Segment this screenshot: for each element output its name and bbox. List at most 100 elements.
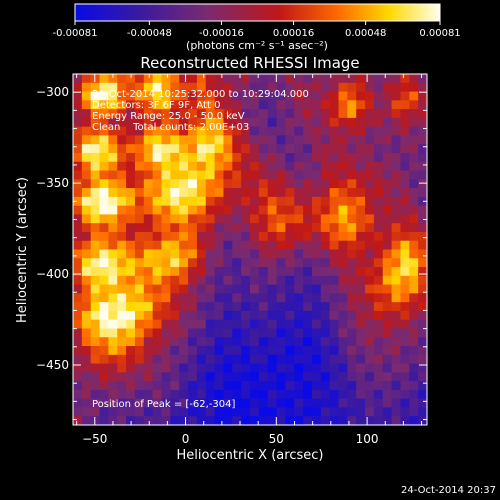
heatmap-cell <box>143 302 154 312</box>
heatmap-cell <box>196 310 207 321</box>
heatmap-cell <box>311 319 322 330</box>
heatmap-cell <box>391 231 402 242</box>
heatmap-cell <box>143 293 154 303</box>
heatmap-cell <box>232 249 242 259</box>
heatmap-cell <box>391 302 402 312</box>
heatmap-cell <box>276 275 286 286</box>
heatmap-cell <box>320 117 331 128</box>
heatmap-cell <box>303 302 313 312</box>
heatmap-cell <box>365 258 375 268</box>
heatmap-cell <box>320 275 331 286</box>
heatmap-cell <box>409 231 419 242</box>
heatmap-cell <box>365 231 375 242</box>
heatmap-cell <box>170 152 180 163</box>
heatmap-cell <box>170 319 180 330</box>
heatmap-cell <box>365 144 375 154</box>
heatmap-cell <box>205 328 216 338</box>
heatmap-cell <box>117 126 127 137</box>
heatmap-cell <box>179 389 189 400</box>
heatmap-cell <box>179 188 189 198</box>
heatmap-cell <box>188 152 198 163</box>
heatmap-cell <box>365 179 375 189</box>
colorbar-tick-label: -0.00016 <box>199 28 244 39</box>
heatmap-cell <box>409 152 419 163</box>
heatmap-cell <box>126 337 136 347</box>
heatmap-cell <box>373 188 384 198</box>
heatmap-cell <box>214 161 225 172</box>
heatmap-cell <box>250 267 260 277</box>
heatmap-cell <box>356 240 366 251</box>
heatmap-cell <box>311 354 322 365</box>
heatmap-cell <box>232 337 242 347</box>
heatmap-cell <box>179 214 189 224</box>
heatmap-cell <box>196 231 207 242</box>
heatmap-cell <box>126 363 136 373</box>
heatmap-cell <box>232 381 242 391</box>
heatmap-cell <box>303 354 313 365</box>
heatmap-cell <box>285 319 295 330</box>
heatmap-cell <box>152 416 163 425</box>
heatmap-cell <box>108 398 118 409</box>
heatmap-cell <box>126 293 136 303</box>
heatmap-cell <box>285 126 295 137</box>
heatmap-cell <box>391 100 402 110</box>
heatmap-cell <box>382 249 393 259</box>
heatmap-cell <box>267 240 278 251</box>
heatmap-cell <box>267 319 278 330</box>
heatmap-cell <box>241 328 251 338</box>
heatmap-cell <box>99 205 109 216</box>
heatmap-cell <box>232 363 242 373</box>
heatmap-cell <box>258 205 269 216</box>
heatmap-cell <box>258 82 269 93</box>
heatmap-cell <box>134 249 145 259</box>
heatmap-cell <box>134 381 145 391</box>
heatmap-cell <box>373 100 384 110</box>
heatmap-cell <box>418 310 427 321</box>
heatmap-cell <box>196 196 207 207</box>
heatmap-cell <box>303 398 313 409</box>
heatmap-cell <box>373 275 384 286</box>
heatmap-cell <box>400 284 410 294</box>
heatmap-cell <box>391 74 402 84</box>
heatmap-cell <box>143 319 154 330</box>
heatmap-cell <box>161 284 171 294</box>
heatmap-cell <box>347 152 357 163</box>
heatmap-cell <box>205 240 216 251</box>
heatmap-cell <box>365 205 375 216</box>
heatmap-cell <box>99 249 109 259</box>
heatmap-cell <box>134 214 145 224</box>
heatmap-cell <box>214 354 225 365</box>
heatmap-cell <box>373 267 384 277</box>
heatmap-cell <box>250 319 260 330</box>
heatmap-cell <box>303 381 313 391</box>
heatmap-cell <box>99 109 109 119</box>
heatmap-cell <box>152 231 163 242</box>
heatmap-cell <box>276 346 286 356</box>
heatmap-cell <box>320 249 331 259</box>
heatmap-cell <box>382 170 393 180</box>
heatmap-cell <box>90 214 101 224</box>
heatmap-cell <box>303 82 313 93</box>
heatmap-cell <box>311 240 322 251</box>
heatmap-cell <box>196 144 207 154</box>
heatmap-cell <box>320 196 331 207</box>
heatmap-cell <box>108 117 118 128</box>
heatmap-cell <box>73 74 83 84</box>
heatmap-cell <box>418 74 427 84</box>
heatmap-cell <box>338 372 348 382</box>
heatmap-cell <box>418 196 427 207</box>
heatmap-cell <box>303 267 313 277</box>
heatmap-cell <box>320 346 331 356</box>
heatmap-cell <box>161 328 171 338</box>
heatmap-cell <box>391 407 402 417</box>
heatmap-cell <box>311 381 322 391</box>
heatmap-cell <box>241 117 251 128</box>
heatmap-cell <box>311 82 322 93</box>
heatmap-cell <box>418 407 427 417</box>
heatmap-cell <box>329 144 340 154</box>
heatmap-cell <box>373 223 384 233</box>
heatmap-cell <box>329 389 340 400</box>
heatmap-cell <box>258 126 269 137</box>
heatmap-cell <box>241 275 251 286</box>
heatmap-cell <box>294 74 304 84</box>
